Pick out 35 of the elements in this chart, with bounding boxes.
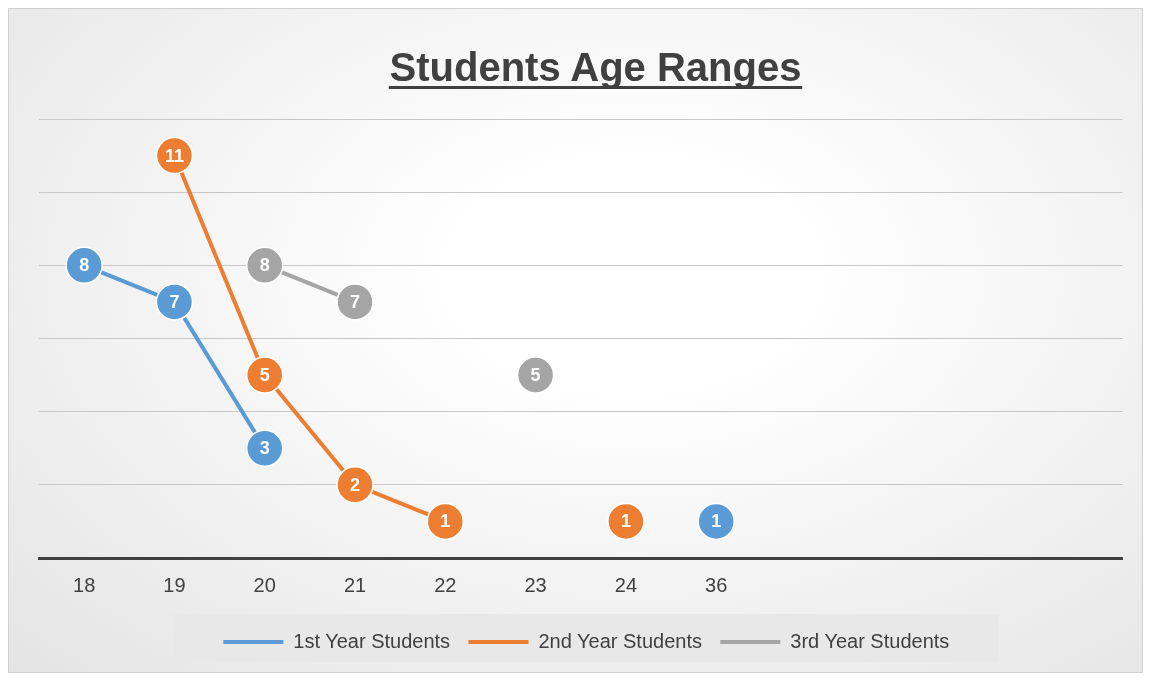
point	[697, 502, 735, 541]
data-label: 2	[350, 474, 361, 495]
data-label: 1	[620, 511, 631, 532]
data-label: 5	[259, 365, 270, 386]
data-label: 7	[350, 291, 361, 312]
legend-label: 3rd Year Students	[790, 629, 950, 652]
x-tick-label: 21	[343, 573, 367, 596]
data-label: 7	[169, 291, 180, 312]
point	[65, 246, 103, 285]
x-tick-label: 23	[524, 573, 547, 596]
x-tick-label: 36	[705, 573, 728, 596]
x-tick-label: 24	[614, 573, 638, 596]
point	[336, 283, 374, 321]
x-tick-label: 19	[163, 573, 186, 596]
x-tick-label: 18	[73, 573, 96, 596]
data-label: 8	[79, 255, 90, 276]
point	[155, 283, 194, 321]
data-label: 5	[530, 365, 541, 386]
point	[516, 356, 555, 394]
point	[245, 356, 284, 394]
legend-label: 2nd Year Students	[538, 629, 702, 652]
legend-label: 1st Year Students	[293, 629, 451, 652]
data-label: 1	[711, 511, 722, 532]
data-label: 8	[259, 255, 270, 276]
point	[336, 466, 374, 504]
point	[245, 246, 284, 285]
x-tick-label: 20	[253, 573, 276, 596]
chart-title: Students Age Ranges	[389, 45, 802, 89]
point	[607, 502, 645, 541]
x-tick-label: 22	[434, 573, 457, 596]
point	[245, 429, 284, 467]
data-label: 1	[440, 511, 451, 532]
point	[426, 502, 465, 541]
data-label: 11	[164, 145, 184, 166]
data-label: 3	[259, 438, 270, 459]
